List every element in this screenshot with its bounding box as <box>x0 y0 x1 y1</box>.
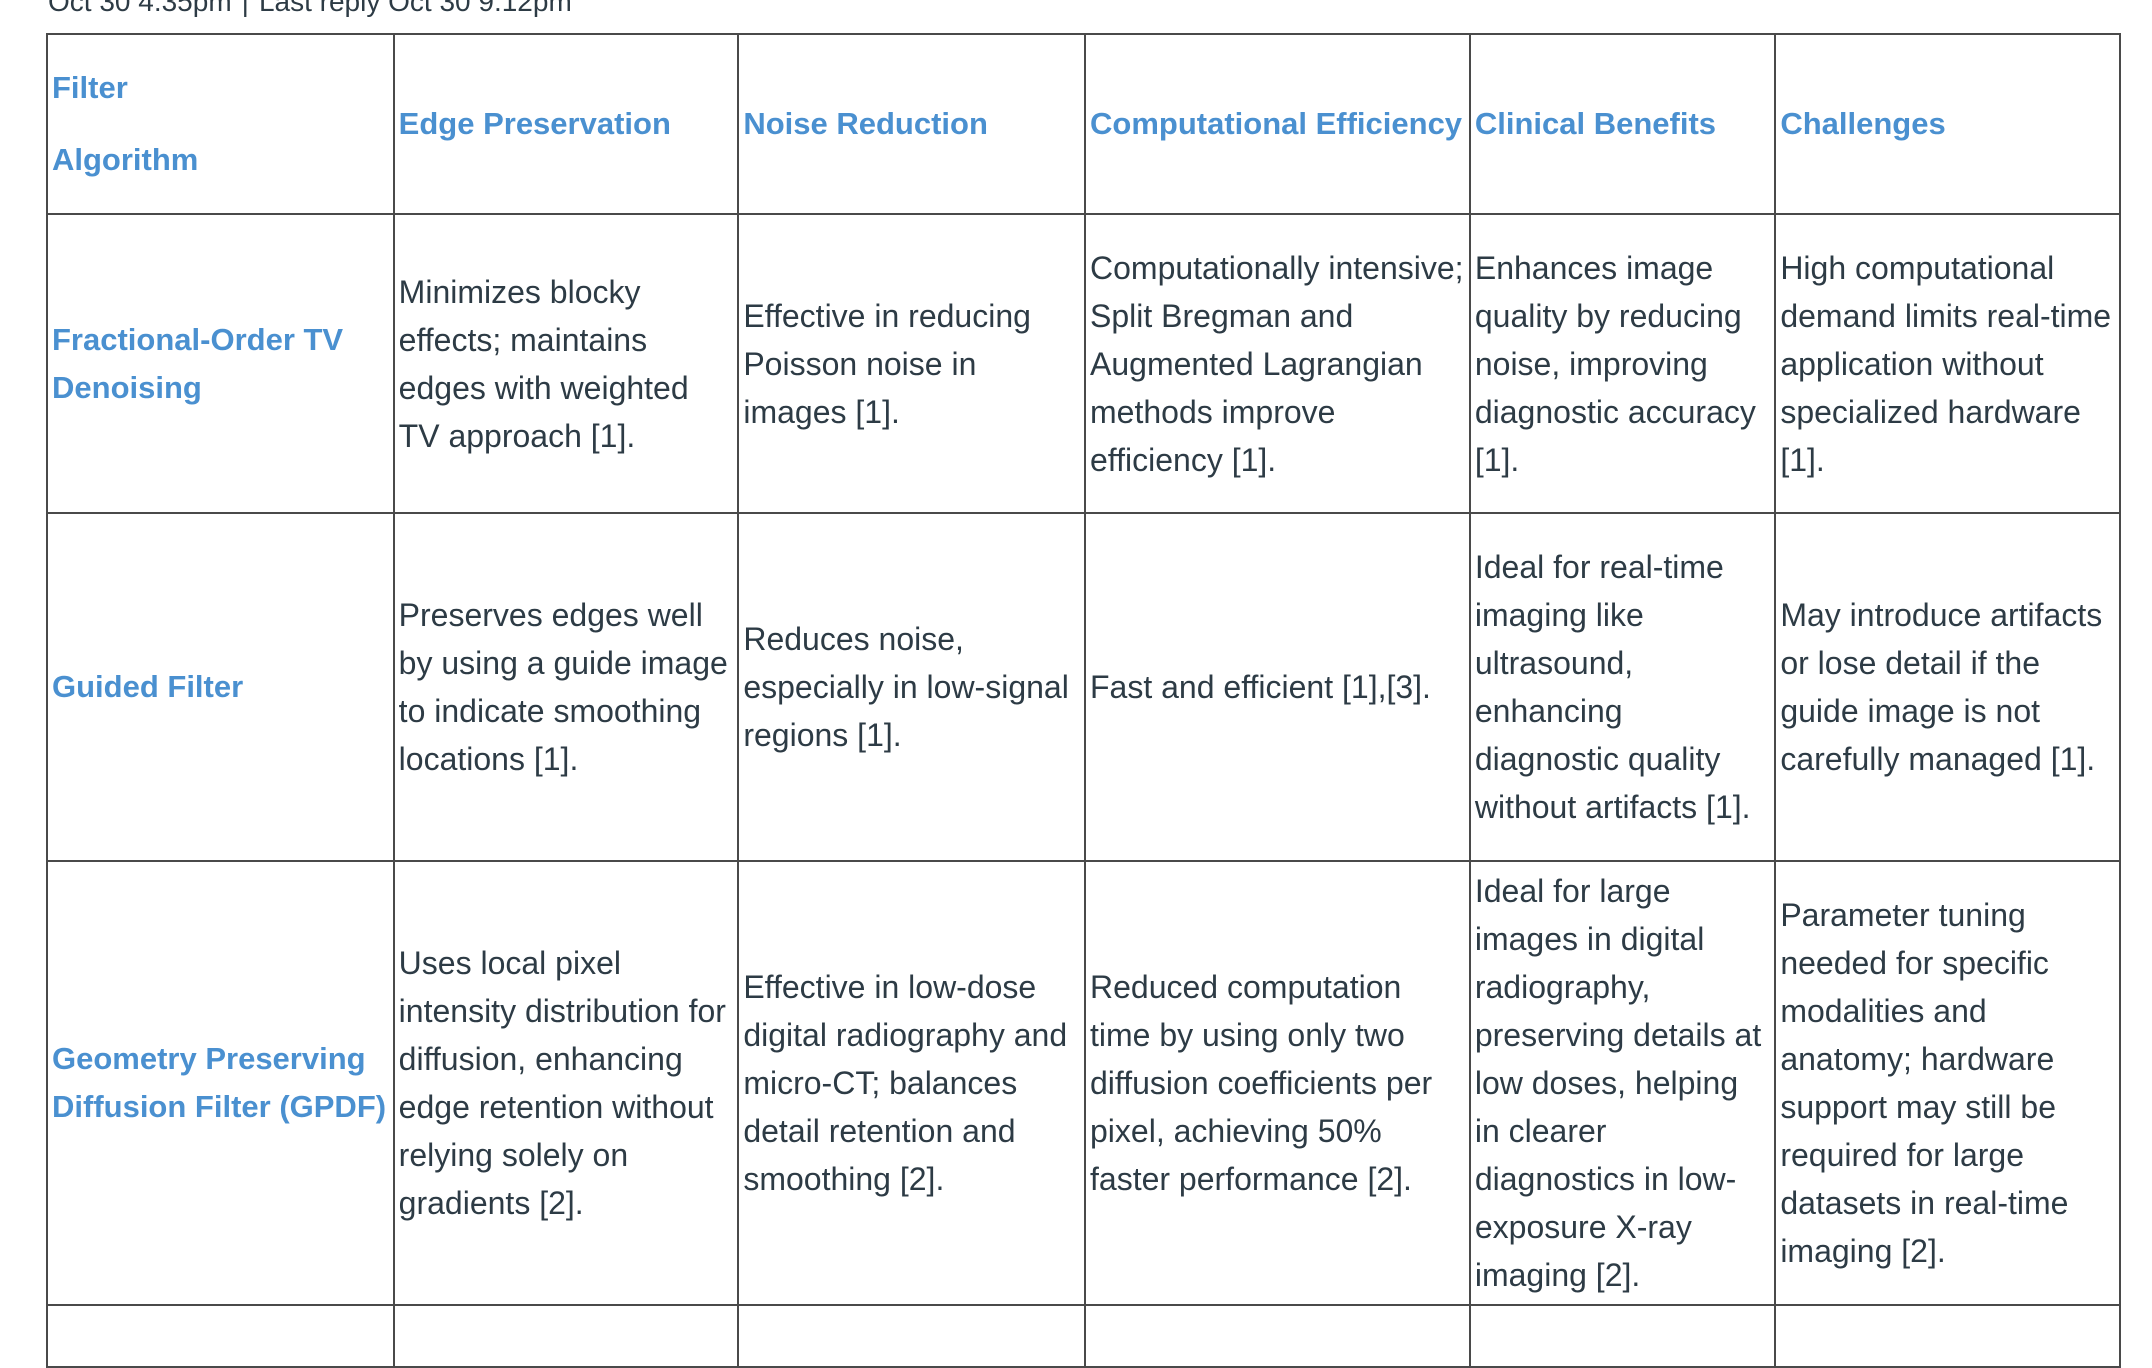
filter-comparison-table: Filter Algorithm Edge Preservation Noise… <box>46 33 2121 1368</box>
header-filter-line2: Algorithm <box>52 142 199 177</box>
table-header-row: Filter Algorithm Edge Preservation Noise… <box>46 33 2121 215</box>
cell-empty <box>392 1304 740 1368</box>
posted-time: Oct 30 4:35pm <box>48 0 232 17</box>
cell-noise-reduction: Reduces noise, especially in low-signal … <box>737 512 1086 862</box>
table-row: Geometry Preserving Diffusion Filter (GP… <box>46 860 2121 1306</box>
cell-noise-reduction: Effective in low-dose digital radiograph… <box>737 860 1086 1306</box>
cell-empty <box>1468 1304 1777 1368</box>
cell-clinical-benefits: Enhances image quality by reducing noise… <box>1468 213 1777 514</box>
header-computational-efficiency: Computational Efficiency <box>1084 33 1471 215</box>
table-row: Fractional-Order TV Denoising Minimizes … <box>46 213 2121 514</box>
cell-empty <box>737 1304 1086 1368</box>
post-meta: Oct 30 4:35pm | Last reply Oct 30 9:12pm <box>48 0 572 18</box>
cell-edge-preservation: Minimizes blocky effects; maintains edge… <box>392 213 740 514</box>
header-filter-line1: Filter <box>52 70 128 105</box>
row-algorithm: Geometry Preserving Diffusion Filter (GP… <box>46 860 395 1306</box>
cell-edge-preservation: Preserves edges well by using a guide im… <box>392 512 740 862</box>
meta-separator: | <box>241 0 249 17</box>
cell-empty <box>1084 1304 1471 1368</box>
header-challenges: Challenges <box>1774 33 2121 215</box>
cell-computational-efficiency: Computationally intensive; Split Bregman… <box>1084 213 1471 514</box>
row-algorithm: Guided Filter <box>46 512 395 862</box>
header-edge-preservation: Edge Preservation <box>392 33 740 215</box>
cell-challenges: May introduce artifacts or lose detail i… <box>1774 512 2121 862</box>
cell-challenges: Parameter tuning needed for specific mod… <box>1774 860 2121 1306</box>
cell-challenges: High computational demand limits real-ti… <box>1774 213 2121 514</box>
cell-clinical-benefits: Ideal for large images in digital radiog… <box>1468 860 1777 1306</box>
cell-computational-efficiency: Reduced computation time by using only t… <box>1084 860 1471 1306</box>
cell-noise-reduction: Effective in reducing Poisson noise in i… <box>737 213 1086 514</box>
table-row: Guided Filter Preserves edges well by us… <box>46 512 2121 862</box>
header-noise-reduction: Noise Reduction <box>737 33 1086 215</box>
cell-empty <box>1774 1304 2121 1368</box>
cell-clinical-benefits: Ideal for real-time imaging like ultraso… <box>1468 512 1777 862</box>
header-filter-algorithm: Filter Algorithm <box>46 33 395 215</box>
cell-edge-preservation: Uses local pixel intensity distribution … <box>392 860 740 1306</box>
table-row-partial <box>46 1304 2121 1368</box>
last-reply-time: Last reply Oct 30 9:12pm <box>258 0 572 17</box>
row-algorithm: Fractional-Order TV Denoising <box>46 213 395 514</box>
cell-computational-efficiency: Fast and efficient [1],[3]. <box>1084 512 1471 862</box>
header-clinical-benefits: Clinical Benefits <box>1468 33 1777 215</box>
cell-empty <box>46 1304 395 1368</box>
